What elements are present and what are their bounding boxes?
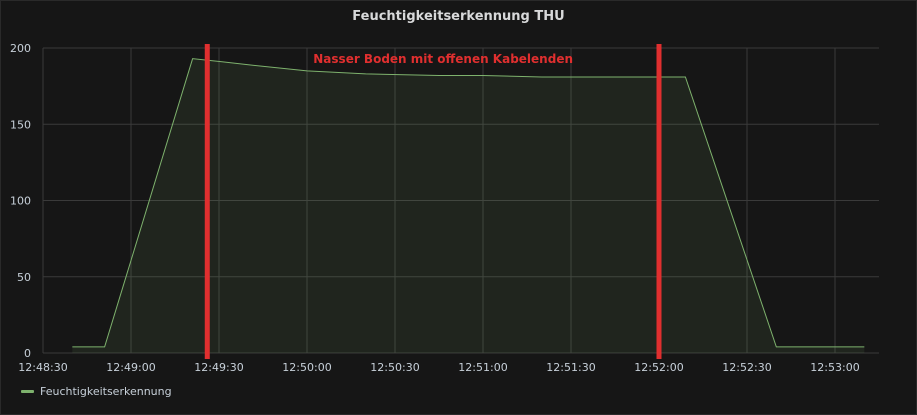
y-tick-label: 0 [24, 347, 31, 360]
annotations: Nasser Boden mit offenen Kabelenden [204, 44, 662, 359]
legend-label[interactable]: Feuchtigkeitserkennung [40, 385, 172, 398]
series-area [72, 58, 865, 354]
y-tick-label: 50 [17, 271, 31, 284]
series-fill [72, 58, 865, 354]
legend-swatch [21, 390, 34, 393]
legend[interactable]: Feuchtigkeitserkennung [21, 385, 172, 398]
x-tick-label: 12:52:30 [722, 361, 771, 374]
x-tick-label: 12:50:30 [370, 361, 419, 374]
panel-title[interactable]: Feuchtigkeitserkennung THU [352, 9, 565, 24]
x-tick-label: 12:53:00 [810, 361, 859, 374]
annotation-label: Nasser Boden mit offenen Kabelenden [313, 52, 573, 66]
x-tick-label: 12:51:30 [546, 361, 595, 374]
series-line [72, 58, 865, 348]
y-tick-label: 100 [10, 195, 31, 208]
x-tick-label: 12:51:00 [458, 361, 507, 374]
x-tick-label: 12:49:30 [194, 361, 243, 374]
y-tick-label: 150 [10, 118, 31, 131]
axes: 0 50 100 150 200 12:48:30 12:49:00 12:49:30 12:5… [10, 42, 860, 374]
x-tick-label: 12:48:30 [18, 361, 67, 374]
x-tick-label: 12:49:00 [106, 361, 155, 374]
x-tick-label: 12:50:00 [282, 361, 331, 374]
x-tick-label: 12:52:00 [634, 361, 683, 374]
y-tick-label: 200 [10, 42, 31, 55]
